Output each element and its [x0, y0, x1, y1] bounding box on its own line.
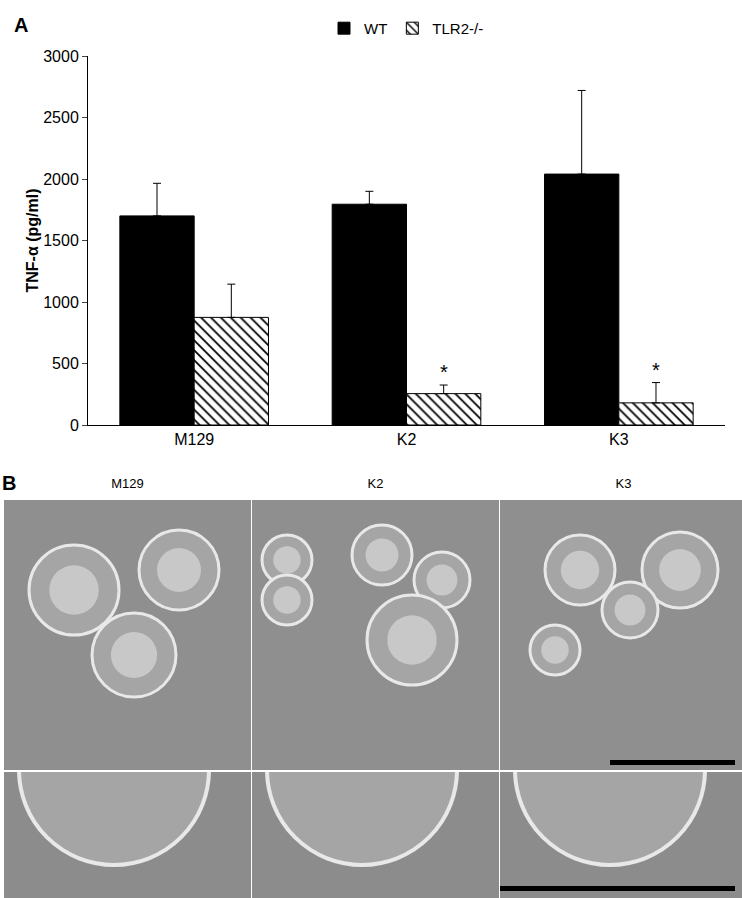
- svg-text:1500: 1500: [43, 232, 79, 249]
- svg-text:*: *: [652, 359, 660, 381]
- svg-text:A: A: [14, 14, 28, 36]
- svg-text:2000: 2000: [43, 171, 79, 188]
- svg-text:1000: 1000: [43, 294, 79, 311]
- svg-text:0: 0: [70, 417, 79, 434]
- svg-text:K2: K2: [397, 431, 417, 448]
- svg-text:500: 500: [52, 355, 79, 372]
- svg-text:K3: K3: [609, 431, 629, 448]
- svg-text:K3: K3: [616, 476, 632, 491]
- svg-text:2500: 2500: [43, 109, 79, 126]
- svg-text:B: B: [2, 472, 16, 494]
- svg-text:M129: M129: [111, 476, 144, 491]
- svg-text:3000: 3000: [43, 48, 79, 65]
- svg-text:WT: WT: [364, 20, 387, 37]
- svg-text:*: *: [440, 361, 448, 383]
- svg-text:TNF-α (pg/ml): TNF-α (pg/ml): [24, 188, 41, 292]
- svg-text:K2: K2: [368, 476, 384, 491]
- svg-text:TLR2-/-: TLR2-/-: [432, 20, 483, 37]
- svg-text:M129: M129: [174, 431, 214, 448]
